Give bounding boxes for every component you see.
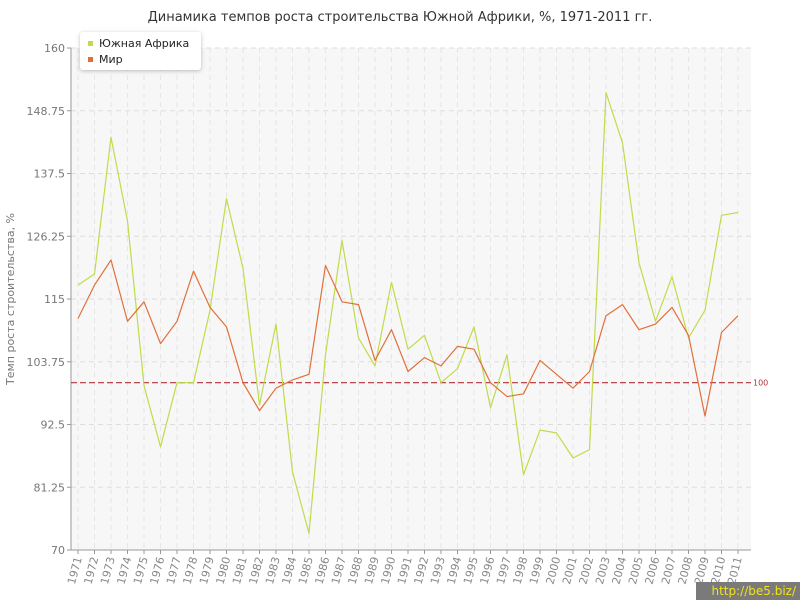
- y-tick-label: 103.75: [27, 356, 66, 369]
- y-tick-label: 81.25: [34, 481, 66, 494]
- reference-line-label: 100: [753, 379, 768, 388]
- chart-title: Динамика темпов роста строительства Южно…: [147, 10, 653, 25]
- y-tick-label: 137.5: [34, 168, 66, 181]
- series-line-south-africa[interactable]: [77, 91, 739, 534]
- y-tick-label: 92.5: [41, 419, 66, 432]
- legend-label-south-africa: Южная Африка: [99, 37, 190, 50]
- y-tick-label: 126.25: [27, 230, 66, 243]
- legend-item-south-africa[interactable]: Южная Африка: [88, 37, 189, 50]
- legend-swatch-world: [88, 56, 93, 62]
- axes: [67, 47, 751, 554]
- legend: Южная Африка Мир: [80, 32, 201, 70]
- y-tick-label: 70: [51, 544, 65, 557]
- series-lines: [77, 91, 739, 534]
- legend-item-world[interactable]: Мир: [88, 53, 123, 66]
- y-axis-label: Темп роста строительства, %: [4, 213, 17, 386]
- grid-lines: [71, 47, 751, 550]
- legend-label-world: Мир: [99, 53, 123, 66]
- watermark-link[interactable]: http://be5.biz/: [696, 582, 800, 600]
- y-tick-label: 115: [44, 293, 65, 306]
- series-line-world[interactable]: [77, 259, 739, 417]
- legend-swatch-south-africa: [88, 40, 93, 46]
- y-tick-label: 160: [44, 42, 65, 55]
- y-tick-label: 148.75: [27, 105, 66, 118]
